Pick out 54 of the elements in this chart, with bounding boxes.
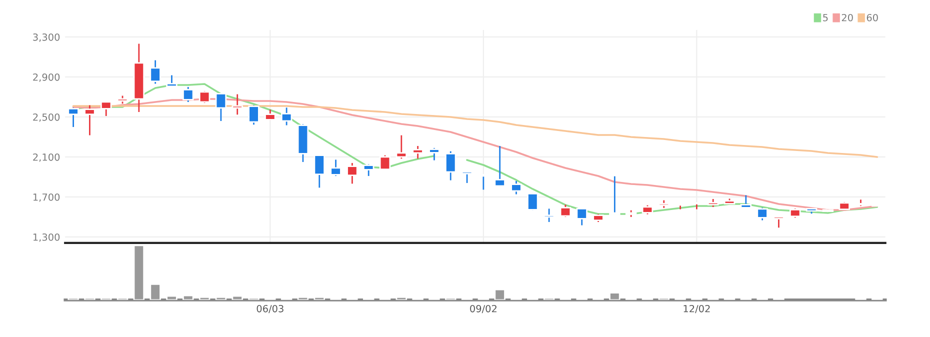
bar xyxy=(198,296,210,300)
candlestick xyxy=(510,180,522,195)
x-tick-label: 09/02 xyxy=(470,304,496,314)
bar xyxy=(133,244,145,300)
candlestick xyxy=(379,154,391,170)
candlestick xyxy=(314,154,325,188)
bar xyxy=(166,295,178,300)
bar xyxy=(150,283,161,300)
x-tick-label: 12/02 xyxy=(684,304,710,314)
candlestick xyxy=(740,194,752,208)
bar xyxy=(297,296,309,300)
legend-label: 60 xyxy=(866,14,878,22)
legend-label: 20 xyxy=(842,14,853,22)
candlestick xyxy=(150,60,161,84)
x-tick-label: 06/03 xyxy=(256,304,284,314)
legend-label: 5 xyxy=(823,14,828,22)
candlestick xyxy=(215,92,227,122)
candlestick xyxy=(248,104,260,126)
bar xyxy=(215,296,227,300)
bar xyxy=(494,288,506,300)
bar xyxy=(609,292,620,300)
bar xyxy=(232,295,243,300)
candlestick xyxy=(396,134,408,160)
candlestick xyxy=(280,106,292,126)
candlestick xyxy=(346,162,358,184)
y-tick-label: 2,900 xyxy=(33,73,60,82)
candlestick xyxy=(182,86,194,103)
candlestick xyxy=(543,208,555,223)
candlestick xyxy=(756,206,768,221)
candlestick xyxy=(609,176,620,215)
y-tick-label: 2,100 xyxy=(33,153,60,162)
candlestick xyxy=(773,216,784,228)
bar xyxy=(396,296,408,300)
candlestick xyxy=(198,90,210,104)
candlestick xyxy=(166,74,178,88)
candlestick xyxy=(576,208,588,226)
candlestick xyxy=(232,94,243,116)
bar xyxy=(314,296,325,300)
candlestick xyxy=(494,145,506,187)
candlestick xyxy=(428,147,440,161)
candlestick xyxy=(330,158,342,177)
y-tick-label: 3,300 xyxy=(33,33,60,42)
candlestick xyxy=(100,101,112,117)
candlestick xyxy=(412,145,424,160)
y-tick-label: 1,300 xyxy=(33,233,60,242)
candlestick xyxy=(68,106,79,128)
candlestick xyxy=(264,108,276,121)
candlestick xyxy=(84,104,96,136)
candlestick xyxy=(461,171,473,184)
bar xyxy=(182,294,194,300)
y-tick-label: 1,700 xyxy=(33,193,60,202)
candlestick xyxy=(445,150,456,181)
y-tick-label: 2,500 xyxy=(33,113,60,122)
candlestick xyxy=(560,204,572,218)
